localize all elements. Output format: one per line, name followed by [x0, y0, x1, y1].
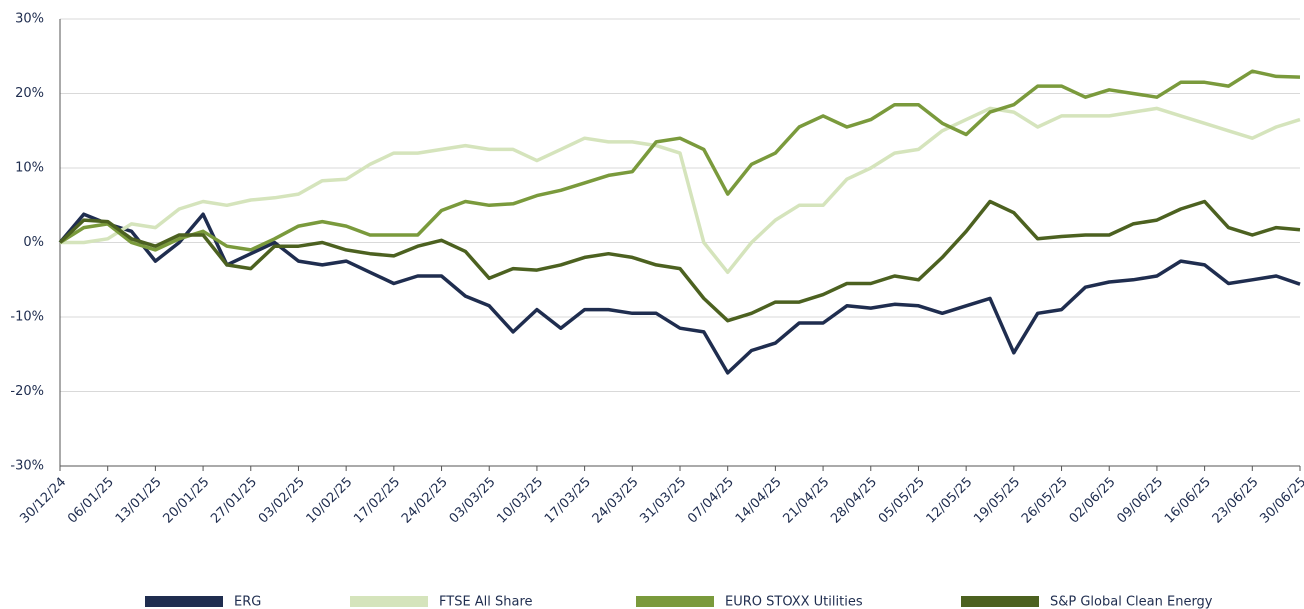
x-tick-label: 03/03/25: [447, 475, 499, 527]
x-tick-label: 23/06/25: [1210, 475, 1262, 527]
y-tick-label: 10%: [15, 161, 44, 176]
y-tick-label: -10%: [10, 310, 44, 325]
x-tick-label: 10/03/25: [494, 475, 546, 527]
x-tick-label: 19/05/25: [971, 475, 1023, 527]
x-tick-label: 14/04/25: [733, 475, 785, 527]
x-tick-label: 31/03/25: [637, 475, 689, 527]
legend-label: EURO STOXX Utilities: [725, 595, 863, 609]
x-tick-label: 12/05/25: [924, 475, 976, 527]
legend-swatch: [350, 596, 428, 607]
x-tick-label: 09/06/25: [1114, 475, 1166, 527]
series-line: [58, 212, 1301, 375]
legend-label: ERG: [234, 595, 261, 609]
x-tick-label: 26/05/25: [1019, 475, 1071, 527]
x-tick-label: 17/02/25: [351, 475, 403, 527]
x-tick-label: 13/01/25: [113, 475, 165, 527]
legend-label: S&P Global Clean Energy: [1050, 595, 1213, 609]
x-tick-label: 17/03/25: [542, 475, 594, 527]
x-tick-label: 16/06/25: [1162, 475, 1214, 527]
legend-swatch: [636, 596, 714, 607]
x-tick-label: 30/06/25: [1257, 475, 1304, 527]
x-tick-label: 21/04/25: [780, 475, 832, 527]
x-tick-label: 02/06/25: [1067, 475, 1119, 527]
x-tick-label: 06/01/25: [65, 475, 117, 527]
x-tick-label: 07/04/25: [685, 475, 737, 527]
legend-swatch: [961, 596, 1039, 607]
series-line: [60, 106, 1301, 275]
x-tick-label: 10/02/25: [304, 475, 356, 527]
y-tick-label: 0%: [23, 235, 44, 250]
y-tick-label: 20%: [15, 86, 44, 101]
x-tick-label: 05/05/25: [876, 475, 928, 527]
y-tick-label: 30%: [15, 12, 44, 27]
x-tick-label: 28/04/25: [828, 475, 880, 527]
x-tick-label: 27/01/25: [208, 475, 260, 527]
legend-label: FTSE All Share: [439, 595, 533, 609]
x-tick-label: 03/02/25: [256, 475, 308, 527]
series-line: [59, 69, 1301, 252]
x-tick-label: 24/02/25: [399, 475, 451, 527]
x-tick-label: 30/12/24: [17, 475, 69, 527]
y-tick-label: -20%: [10, 384, 44, 399]
legend-swatch: [145, 596, 223, 607]
x-tick-label: 20/01/25: [160, 475, 212, 527]
series-line: [58, 199, 1301, 323]
y-tick-label: -30%: [10, 459, 44, 474]
x-tick-label: 24/03/25: [590, 475, 642, 527]
